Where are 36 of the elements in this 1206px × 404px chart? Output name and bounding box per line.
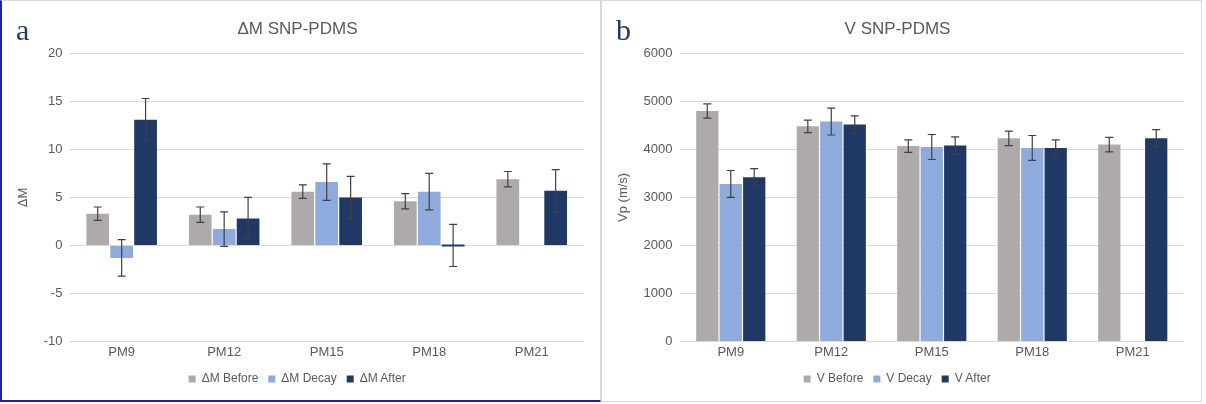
legend-label: ΔM Decay bbox=[281, 371, 337, 386]
y-tick-label: 4000 bbox=[643, 140, 673, 156]
y-tick-label: -5 bbox=[50, 284, 63, 300]
y-tick-label: 20 bbox=[47, 44, 63, 60]
legend-label: V After bbox=[954, 371, 991, 386]
y-tick-label: 5000 bbox=[643, 92, 673, 108]
x-tick-label: PM21 bbox=[1115, 343, 1150, 359]
y-tick-label: 10 bbox=[47, 140, 63, 156]
y-tick-label: 1000 bbox=[643, 284, 673, 300]
y-tick-label: 0 bbox=[55, 236, 63, 252]
x-tick-label: PM9 bbox=[108, 343, 136, 359]
y-tick-label: -10 bbox=[43, 332, 63, 348]
y-axis-title: ΔM bbox=[15, 187, 31, 208]
chart-title: ΔM SNP-PDMS bbox=[237, 18, 358, 38]
legend-label: ΔM After bbox=[359, 371, 406, 386]
y-tick-label: 15 bbox=[47, 92, 63, 108]
x-tick-label: PM15 bbox=[309, 343, 344, 359]
x-tick-label: PM18 bbox=[412, 343, 447, 359]
legend-label: ΔM Before bbox=[201, 371, 259, 386]
y-axis-title: Vp (m/s) bbox=[615, 172, 631, 222]
text: b bbox=[616, 13, 631, 47]
y-tick-label: 0 bbox=[665, 332, 673, 348]
x-tick-label: PM21 bbox=[514, 343, 549, 359]
y-tick-label: 6000 bbox=[643, 44, 673, 60]
x-tick-label: PM15 bbox=[914, 343, 949, 359]
x-tick-label: PM12 bbox=[207, 343, 242, 359]
x-tick-label: PM9 bbox=[717, 343, 745, 359]
y-tick-label: 3000 bbox=[643, 188, 673, 204]
x-tick-label: PM18 bbox=[1015, 343, 1050, 359]
y-tick-label: 2000 bbox=[643, 236, 673, 252]
legend-label: V Decay bbox=[886, 371, 932, 386]
x-tick-label: PM12 bbox=[814, 343, 849, 359]
chart-title: V SNP-PDMS bbox=[844, 18, 951, 38]
y-tick-label: 5 bbox=[55, 188, 63, 204]
legend-label: V Before bbox=[816, 371, 864, 386]
text: a bbox=[16, 13, 30, 47]
